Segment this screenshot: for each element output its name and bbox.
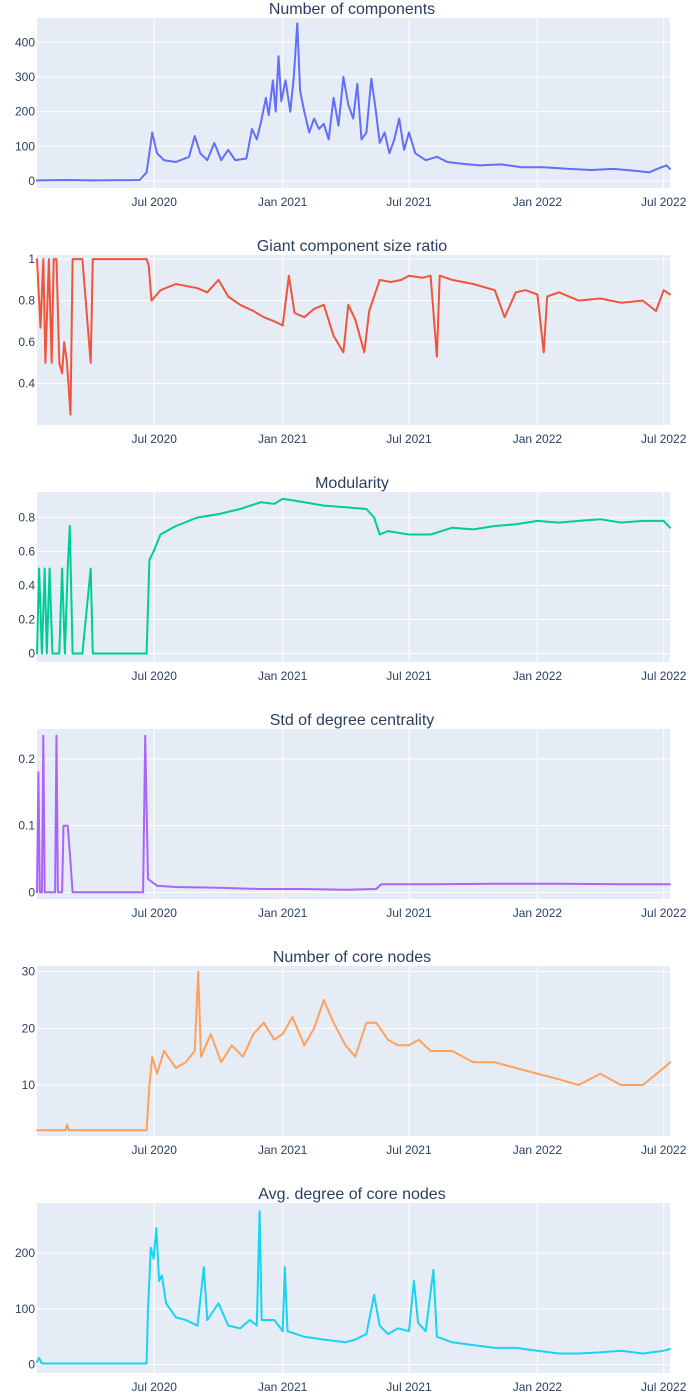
y-tick-label: 0.2: [18, 613, 35, 627]
x-tick-label: Jul 2020: [132, 1143, 178, 1157]
x-tick-label: Jul 2022: [641, 669, 687, 683]
x-tick-label: Jan 2022: [513, 669, 563, 683]
series-line: [36, 970, 671, 1132]
x-tick-label: Jan 2022: [513, 1143, 563, 1157]
subplot-title: Modularity: [315, 475, 389, 492]
x-tick-label: Jan 2022: [513, 906, 563, 920]
x-tick-label: Jan 2021: [258, 1380, 308, 1394]
x-tick-label: Jul 2021: [386, 195, 432, 209]
x-tick-label: Jan 2022: [513, 1380, 563, 1394]
series-line: [36, 734, 671, 894]
plot-area: [37, 255, 670, 425]
plot-area: [37, 729, 670, 899]
subplot-1: Number of components 0 100 200 300 400 Jul 202…: [15, 1, 687, 209]
subplot-5: Number of core nodes 10 20 30 Jul 2020 Jan 20…: [22, 949, 687, 1157]
x-tick-label: Jul 2020: [132, 669, 178, 683]
x-tick-label: Jul 2022: [641, 1143, 687, 1157]
x-tick-label: Jul 2022: [641, 1380, 687, 1394]
y-tick-label: 0.1: [18, 819, 35, 833]
subplot-title: Number of core nodes: [273, 949, 431, 966]
series-line: [36, 497, 671, 655]
x-tick-label: Jan 2021: [258, 1143, 308, 1157]
y-tick-label: 20: [22, 1021, 36, 1035]
subplot-4: Std of degree centrality 0 0.1 0.2 Jul 2020 J…: [18, 712, 686, 920]
y-tick-label: 0.4: [18, 579, 35, 593]
x-tick-label: Jul 2022: [641, 195, 687, 209]
subplot-title: Std of degree centrality: [270, 712, 435, 729]
x-tick-label: Jul 2021: [386, 1143, 432, 1157]
x-tick-label: Jul 2021: [386, 1380, 432, 1394]
x-tick-label: Jul 2020: [132, 906, 178, 920]
y-tick-label: 10: [22, 1078, 36, 1092]
y-tick-label: 200: [15, 105, 35, 119]
series-line: [36, 1210, 671, 1365]
subplot-2: Giant component size ratio 0.4 0.6 0.8 1 Jul …: [18, 238, 686, 446]
y-tick-label: 0.6: [18, 545, 35, 559]
y-tick-label: 0: [28, 885, 35, 899]
y-tick-label: 100: [15, 1302, 35, 1316]
x-tick-label: Jan 2021: [258, 432, 308, 446]
y-tick-label: 400: [15, 35, 35, 49]
y-tick-label: 0.6: [18, 335, 35, 349]
x-tick-label: Jul 2021: [386, 432, 432, 446]
subplot-3: Modularity 0 0.2 0.4 0.6 0.8 Jul 2020 Jan 2021 J…: [18, 475, 686, 683]
y-tick-label: 0: [28, 174, 35, 188]
x-tick-label: Jul 2022: [641, 906, 687, 920]
y-tick-label: 200: [15, 1246, 35, 1260]
y-tick-label: 0.8: [18, 294, 35, 308]
x-tick-label: Jul 2020: [132, 432, 178, 446]
plot-area: [37, 1203, 670, 1373]
series-line: [36, 22, 671, 182]
x-tick-label: Jul 2021: [386, 906, 432, 920]
y-tick-label: 0.4: [18, 377, 35, 391]
x-tick-label: Jan 2021: [258, 195, 308, 209]
x-tick-label: Jul 2021: [386, 669, 432, 683]
y-tick-label: 0: [28, 1358, 35, 1372]
y-tick-label: 100: [15, 139, 35, 153]
y-tick-label: 0.8: [18, 511, 35, 525]
subplot-6: Avg. degree of core nodes 0 100 200 Jul 2020…: [15, 1186, 687, 1394]
x-tick-label: Jan 2022: [513, 432, 563, 446]
plot-area: [37, 492, 670, 662]
subplot-title: Number of components: [269, 1, 435, 18]
x-tick-label: Jul 2020: [132, 195, 178, 209]
x-tick-label: Jul 2020: [132, 1380, 178, 1394]
y-tick-label: 30: [22, 965, 36, 979]
subplot-title: Giant component size ratio: [257, 238, 447, 255]
x-tick-label: Jan 2021: [258, 669, 308, 683]
plot-area: [37, 966, 670, 1136]
y-tick-label: 300: [15, 70, 35, 84]
subplot-title: Avg. degree of core nodes: [258, 1186, 445, 1203]
plot-area: [37, 18, 670, 188]
y-tick-label: 1: [28, 252, 35, 266]
series-line: [36, 258, 671, 416]
y-tick-label: 0: [28, 647, 35, 661]
y-tick-label: 0.2: [18, 752, 35, 766]
x-tick-label: Jan 2022: [513, 195, 563, 209]
x-tick-label: Jan 2021: [258, 906, 308, 920]
x-tick-label: Jul 2022: [641, 432, 687, 446]
